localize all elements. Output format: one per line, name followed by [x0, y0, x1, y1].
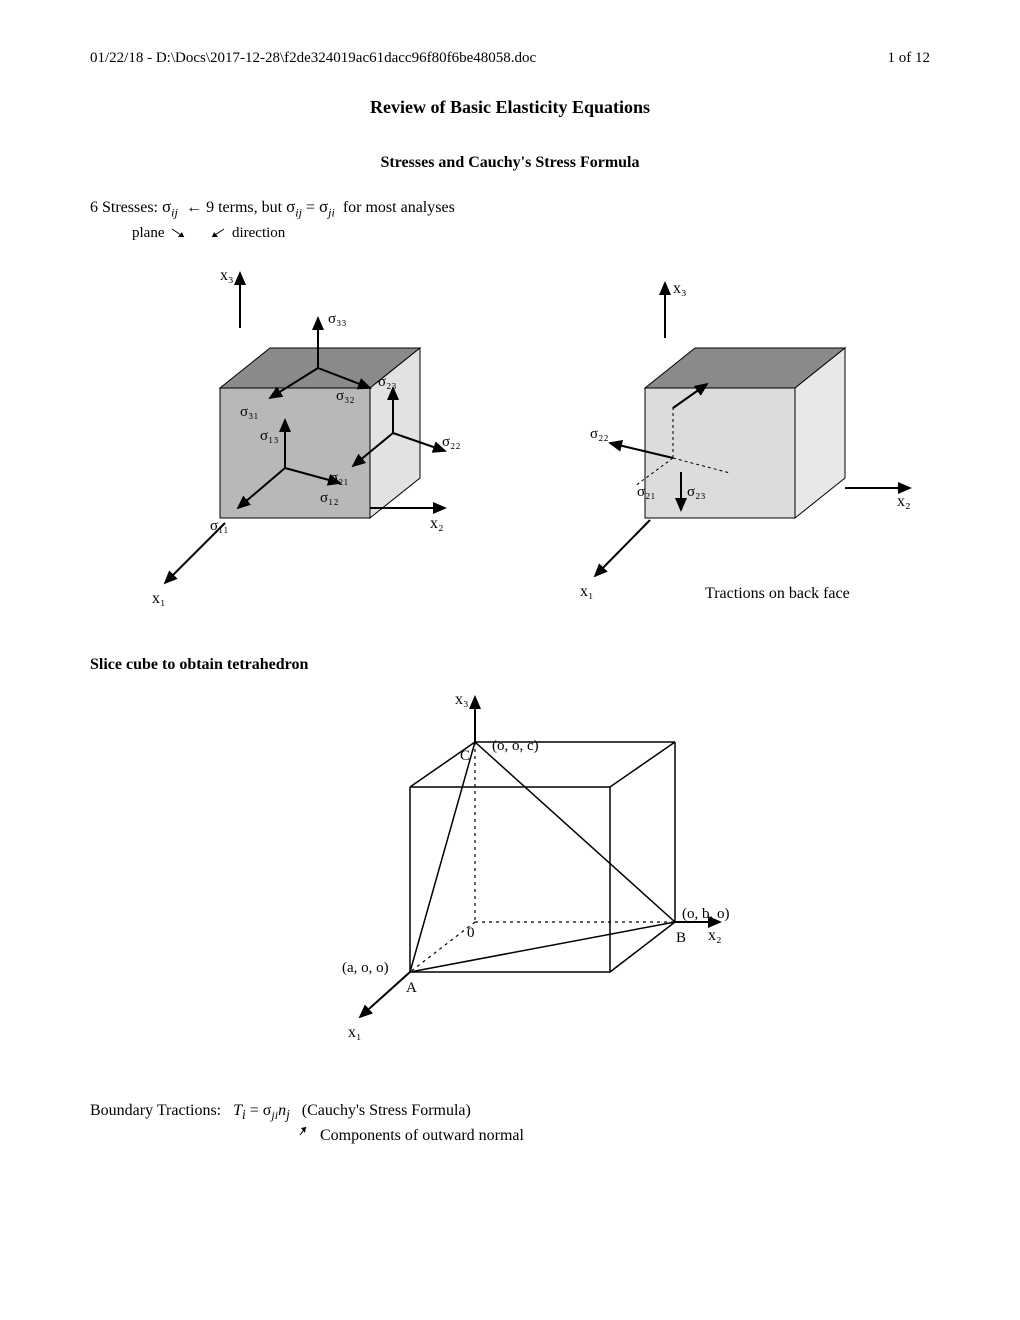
tetrahedron-diagram: x₃ x₂ x₁ 0 C (o, o, c) B (o, b, o) A (a,…: [300, 682, 800, 1082]
stress-definition: 6 Stresses: σij ← 9 terms, but σij = σji…: [90, 196, 930, 242]
cauchy-label: (Cauchy's Stress Formula): [302, 1102, 471, 1119]
six-stresses-label: 6 Stresses:: [90, 199, 158, 216]
svg-text:σ₃₃: σ₃₃: [328, 311, 347, 327]
components-label: Components of outward normal: [320, 1127, 524, 1144]
svg-text:x₁: x₁: [580, 583, 594, 600]
header-path: 01/22/18 - D:\Docs\2017-12-28\f2de324019…: [90, 50, 536, 67]
boundary-tractions: Boundary Tractions: Ti = σjinj (Cauchy's…: [90, 1100, 930, 1147]
svg-text:σ₂₃: σ₂₃: [378, 374, 397, 390]
svg-text:x₃: x₃: [455, 691, 469, 708]
svg-text:x₂: x₂: [708, 927, 722, 944]
tractions-caption: Tractions on back face: [705, 585, 850, 602]
svg-text:x₁: x₁: [348, 1024, 362, 1041]
direction-label: direction: [232, 225, 285, 241]
svg-text:(o, b, o): (o, b, o): [682, 906, 730, 922]
doc-title: Review of Basic Elasticity Equations: [90, 97, 930, 118]
stress-cube-right: x₃ x₂ x₁ σ₂₂ σ₂₃ σ₂₁ Tractions on back f…: [495, 258, 930, 638]
svg-text:(a, o, o): (a, o, o): [342, 960, 389, 976]
svg-text:σ₂₃: σ₂₃: [687, 484, 706, 500]
svg-text:x₃: x₃: [220, 267, 234, 284]
page-header: 01/22/18 - D:\Docs\2017-12-28\f2de324019…: [90, 50, 930, 67]
slice-title: Slice cube to obtain tetrahedron: [90, 656, 930, 674]
equals: =: [306, 199, 319, 216]
svg-text:x₁: x₁: [152, 590, 166, 607]
svg-text:B: B: [676, 930, 686, 946]
svg-text:(o, o, c): (o, o, c): [492, 738, 539, 754]
svg-text:σ₂₂: σ₂₂: [590, 426, 609, 442]
header-page: 1 of 12: [888, 50, 931, 67]
svg-text:σ₁₁: σ₁₁: [210, 518, 229, 534]
svg-text:σ₂₁: σ₂₁: [637, 484, 656, 500]
boundary-label: Boundary Tractions:: [90, 1102, 221, 1119]
svg-text:x₃: x₃: [673, 280, 687, 297]
stress-cubes: x₃ x₂ x₁ σ₃₃ σ₃₂ σ₃₁ σ₂₃ σ₂₂ σ₂₁ σ₁₃ σ₁₂…: [90, 258, 930, 638]
svg-text:σ₂₂: σ₂₂: [442, 434, 461, 450]
svg-text:C: C: [460, 748, 470, 764]
stress-cube-left: x₃ x₂ x₁ σ₃₃ σ₃₂ σ₃₁ σ₂₃ σ₂₂ σ₂₁ σ₁₃ σ₁₂…: [90, 258, 485, 638]
svg-text:σ₃₁: σ₃₁: [240, 404, 259, 420]
svg-text:σ₁₂: σ₁₂: [320, 490, 339, 506]
plane-label: plane: [132, 225, 164, 241]
svg-text:x₂: x₂: [897, 493, 911, 510]
svg-text:σ₃₂: σ₃₂: [336, 388, 355, 404]
svg-text:0: 0: [467, 925, 475, 941]
stress-tail: for most analyses: [343, 199, 455, 216]
doc-subtitle: Stresses and Cauchy's Stress Formula: [90, 154, 930, 172]
svg-text:x₂: x₂: [430, 515, 444, 532]
svg-text:A: A: [406, 980, 417, 996]
svg-text:σ₁₃: σ₁₃: [260, 428, 279, 444]
